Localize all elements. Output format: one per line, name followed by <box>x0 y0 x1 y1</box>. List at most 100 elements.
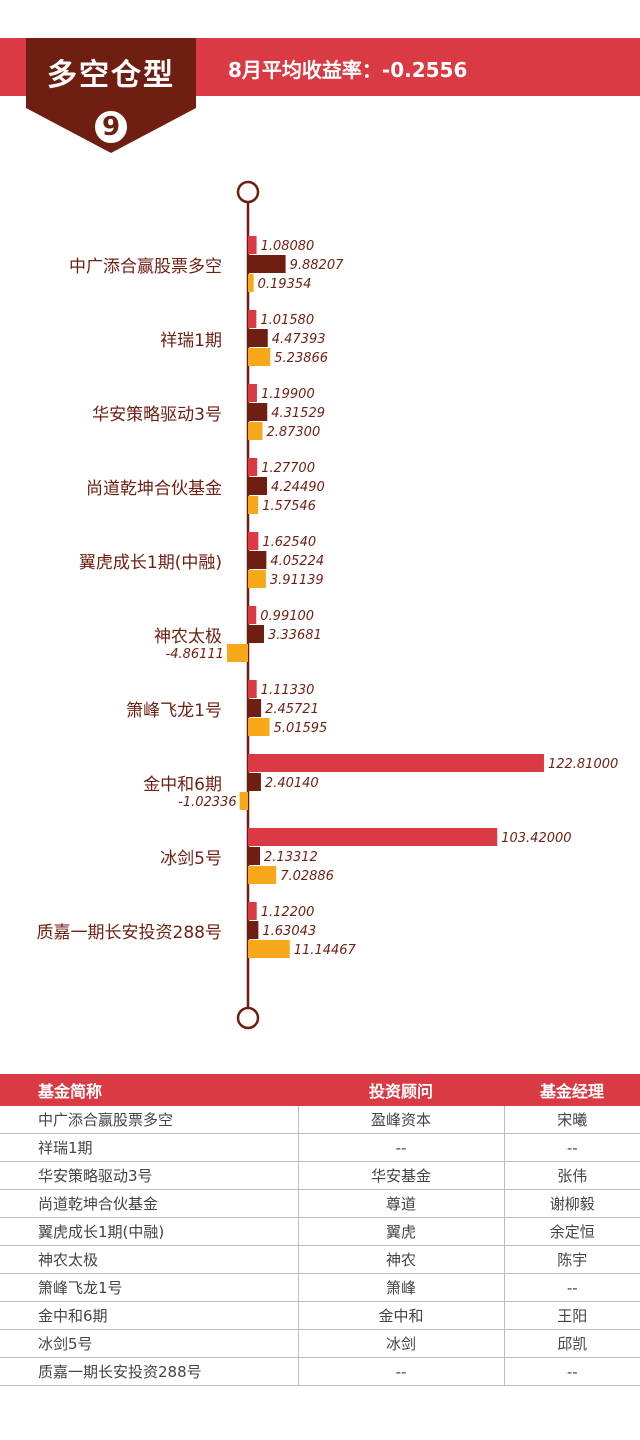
manager-cell: 宋曦 <box>503 1106 640 1134</box>
bar-series-2 <box>248 477 268 495</box>
table-row: 质嘉一期长安投资288号 -- -- <box>0 1357 640 1386</box>
fund-info-table: 基金简称 投资顾问 基金经理 中广添合赢股票多空 盈峰资本 宋曦 祥瑞1期 -- -- 华安… <box>0 1074 640 1386</box>
advisor-cell: 尊道 <box>297 1189 504 1218</box>
value-label-series-2: 1.63043 <box>262 924 316 939</box>
value-label-series-1: 1.62540 <box>262 535 316 550</box>
bar-series-2 <box>248 847 261 865</box>
advisor-cell: 盈峰资本 <box>297 1106 504 1134</box>
table-header-manager: 基金经理 <box>504 1074 640 1106</box>
table-row: 神农太极 神农 陈宇 <box>0 1245 640 1274</box>
bar-series-3 <box>248 570 266 588</box>
bar-series-2 <box>248 921 259 939</box>
value-label-series-2: 2.13312 <box>264 850 318 865</box>
value-label-series-3: 7.02886 <box>280 869 334 884</box>
category-badge-number: 9 <box>92 108 130 146</box>
value-label-series-1: 1.12200 <box>261 905 315 920</box>
category-label: 华安策略驱动3号 <box>92 405 222 425</box>
bar-series-1 <box>248 458 258 476</box>
category-label: 中广添合赢股票多空 <box>69 257 222 277</box>
value-label-series-3: 5.01595 <box>274 721 328 736</box>
fund-name-cell: 尚道乾坤合伙基金 <box>0 1189 298 1218</box>
value-label-series-1: 1.01580 <box>260 313 314 328</box>
table-header-advisor: 投资顾问 <box>298 1074 504 1106</box>
value-label-series-1: 1.27700 <box>261 461 315 476</box>
bar-series-1 <box>248 828 498 846</box>
bar-series-1 <box>248 606 257 624</box>
bar-series-1 <box>248 902 257 920</box>
advisor-cell: -- <box>297 1133 504 1162</box>
advisor-cell: 金中和 <box>297 1301 504 1330</box>
value-label-series-2: 9.88207 <box>290 258 344 273</box>
bar-series-2 <box>248 255 286 273</box>
value-label-series-3: 5.23866 <box>274 351 328 366</box>
category-label: 箫峰飞龙1号 <box>126 701 222 721</box>
value-label-series-3: 1.57546 <box>262 499 316 514</box>
bar-series-3 <box>248 274 254 292</box>
table-row: 金中和6期 金中和 王阳 <box>0 1301 640 1330</box>
table-row: 箫峰飞龙1号 箫峰 -- <box>0 1273 640 1302</box>
bar-series-3 <box>239 792 248 810</box>
value-label-series-1: 0.99100 <box>260 609 314 624</box>
bar-series-1 <box>248 236 257 254</box>
bar-series-1 <box>248 754 544 772</box>
bar-series-2 <box>248 329 268 347</box>
category-label: 祥瑞1期 <box>160 331 222 351</box>
value-label-series-3: 3.91139 <box>270 573 324 588</box>
value-label-series-3: -1.02336 <box>178 795 236 810</box>
value-label-series-3: 2.87300 <box>266 425 320 440</box>
chart-axis-top-cap <box>236 180 260 204</box>
value-label-series-2: 3.33681 <box>268 628 322 643</box>
bar-series-1 <box>248 384 257 402</box>
table-row: 中广添合赢股票多空 盈峰资本 宋曦 <box>0 1106 640 1134</box>
advisor-cell: 神农 <box>297 1245 504 1274</box>
category-label: 质嘉一期长安投资288号 <box>37 923 222 943</box>
bar-series-3 <box>248 940 290 958</box>
return-bar-chart: 中广添合赢股票多空 1.08080 9.88207 0.19354 祥瑞1期 1.0158… <box>37 180 618 1030</box>
category-label: 金中和6期 <box>143 775 222 795</box>
value-label-series-2: 4.24490 <box>271 480 325 495</box>
advisor-cell: 箫峰 <box>297 1273 504 1302</box>
value-label-series-1: 1.08080 <box>261 239 315 254</box>
advisor-cell: 翼虎 <box>297 1217 504 1246</box>
fund-name-cell: 金中和6期 <box>0 1301 298 1330</box>
manager-cell: 王阳 <box>503 1301 640 1330</box>
average-return-stat: 8月平均收益率：-0.2556 <box>228 58 468 82</box>
bar-series-3 <box>248 496 259 514</box>
manager-cell: 陈宇 <box>503 1245 640 1274</box>
manager-cell: 张伟 <box>503 1161 640 1190</box>
bar-series-2 <box>248 551 267 569</box>
category-label: 神农太极 <box>154 627 222 647</box>
bar-series-3 <box>226 644 248 662</box>
bar-series-2 <box>248 773 261 791</box>
value-label-series-2: 4.31529 <box>271 406 325 421</box>
fund-name-cell: 冰剑5号 <box>0 1329 298 1358</box>
manager-cell: -- <box>503 1357 640 1386</box>
bar-series-2 <box>248 403 268 421</box>
bar-series-2 <box>248 699 262 717</box>
fund-name-cell: 翼虎成长1期(中融) <box>0 1217 298 1246</box>
table-row: 冰剑5号 冰剑 邱凯 <box>0 1329 640 1358</box>
bar-series-1 <box>248 310 257 328</box>
fund-name-cell: 华安策略驱动3号 <box>0 1161 298 1190</box>
category-label: 翼虎成长1期(中融) <box>79 553 222 573</box>
value-label-series-1: 1.19900 <box>261 387 315 402</box>
table-row: 华安策略驱动3号 华安基金 张伟 <box>0 1161 640 1190</box>
fund-name-cell: 质嘉一期长安投资288号 <box>0 1357 298 1386</box>
bar-series-2 <box>248 625 265 643</box>
bar-series-3 <box>248 718 270 736</box>
value-label-series-1: 122.81000 <box>548 757 618 772</box>
bar-series-3 <box>248 422 263 440</box>
value-label-series-3: 11.14467 <box>294 943 357 958</box>
manager-cell: -- <box>503 1273 640 1302</box>
chart-axis-bottom-cap <box>236 1006 260 1030</box>
value-label-series-2: 2.40140 <box>265 776 319 791</box>
fund-name-cell: 箫峰飞龙1号 <box>0 1273 298 1302</box>
fund-name-cell: 祥瑞1期 <box>0 1133 298 1162</box>
table-row: 祥瑞1期 -- -- <box>0 1133 640 1162</box>
table-row: 尚道乾坤合伙基金 尊道 谢柳毅 <box>0 1189 640 1218</box>
category-label: 冰剑5号 <box>160 849 222 869</box>
manager-cell: 余定恒 <box>503 1217 640 1246</box>
value-label-series-1: 1.11330 <box>261 683 315 698</box>
advisor-cell: 冰剑 <box>297 1329 504 1358</box>
bar-series-3 <box>248 866 277 884</box>
